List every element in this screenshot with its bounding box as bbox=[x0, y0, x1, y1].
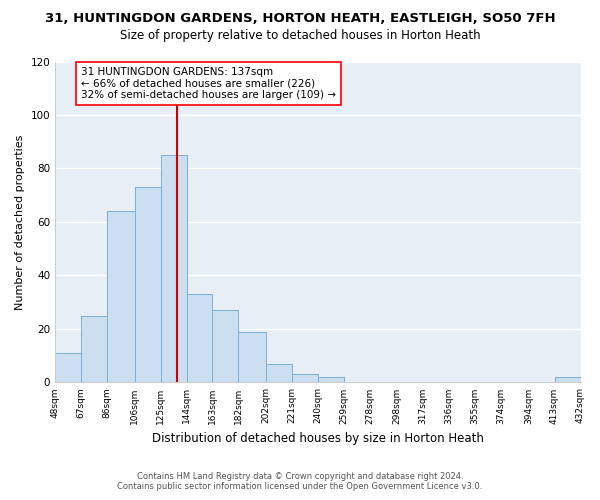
Y-axis label: Number of detached properties: Number of detached properties bbox=[15, 134, 25, 310]
Bar bbox=[266, 364, 292, 382]
Bar bbox=[187, 294, 212, 382]
Bar bbox=[554, 377, 581, 382]
X-axis label: Distribution of detached houses by size in Horton Heath: Distribution of detached houses by size … bbox=[152, 432, 484, 445]
Text: 31, HUNTINGDON GARDENS, HORTON HEATH, EASTLEIGH, SO50 7FH: 31, HUNTINGDON GARDENS, HORTON HEATH, EA… bbox=[44, 12, 556, 26]
Bar bbox=[238, 332, 266, 382]
Bar bbox=[212, 310, 238, 382]
Bar bbox=[292, 374, 318, 382]
Text: Size of property relative to detached houses in Horton Heath: Size of property relative to detached ho… bbox=[119, 29, 481, 42]
Bar bbox=[107, 212, 134, 382]
Text: 31 HUNTINGDON GARDENS: 137sqm
← 66% of detached houses are smaller (226)
32% of : 31 HUNTINGDON GARDENS: 137sqm ← 66% of d… bbox=[81, 67, 336, 100]
Bar bbox=[318, 377, 344, 382]
Text: Contains HM Land Registry data © Crown copyright and database right 2024.
Contai: Contains HM Land Registry data © Crown c… bbox=[118, 472, 482, 491]
Bar bbox=[161, 155, 187, 382]
Bar bbox=[81, 316, 107, 382]
Bar bbox=[55, 353, 81, 382]
Bar bbox=[134, 187, 161, 382]
